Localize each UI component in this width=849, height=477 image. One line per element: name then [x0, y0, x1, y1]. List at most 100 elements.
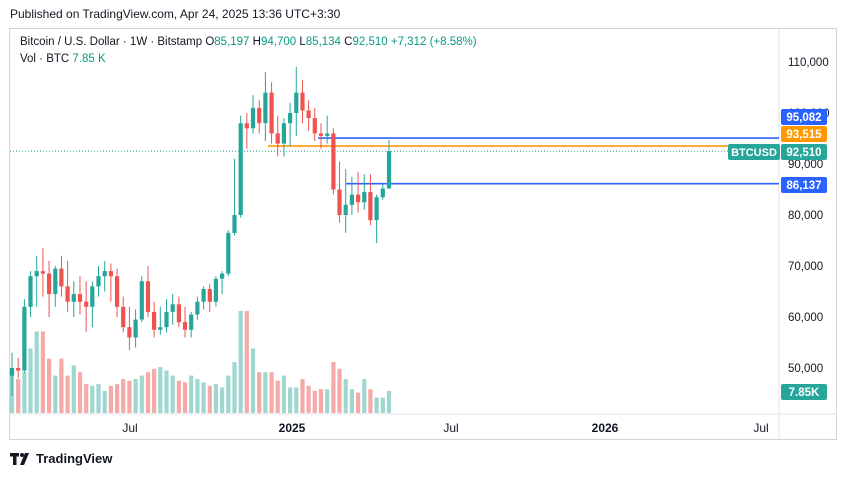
symbol-legend[interactable]: Bitcoin / U.S. Dollar · 1W · Bitstamp O8… — [20, 36, 477, 48]
candle-body[interactable] — [201, 289, 206, 302]
candle-body[interactable] — [28, 276, 33, 307]
candle-body[interactable] — [9, 368, 15, 376]
tradingview-logo-icon — [10, 452, 32, 466]
candle-body[interactable] — [115, 276, 120, 307]
candle-body[interactable] — [195, 301, 200, 315]
candle-body[interactable] — [34, 271, 39, 277]
volume-bar — [207, 385, 212, 413]
candle-body[interactable] — [65, 286, 70, 302]
candle-body[interactable] — [288, 113, 293, 124]
volume-bar — [374, 397, 379, 413]
x-axis-tick-label: 2026 — [592, 421, 619, 435]
candle-body[interactable] — [121, 306, 126, 328]
volume-bar — [16, 379, 21, 413]
candle-body[interactable] — [232, 215, 237, 233]
volume-bar — [269, 372, 274, 413]
volume-bar — [182, 382, 188, 413]
y-axis-tick-label: 80,000 — [788, 210, 823, 222]
volume-bar — [380, 397, 385, 413]
volume-bar — [34, 331, 39, 413]
candle-body[interactable] — [275, 133, 280, 144]
candle-body[interactable] — [244, 123, 249, 129]
footer-brand[interactable]: TradingView — [10, 451, 112, 466]
candle-body[interactable] — [189, 314, 194, 330]
candle-body[interactable] — [220, 273, 225, 279]
published-caption: Published on TradingView.com, Apr 24, 20… — [10, 7, 341, 21]
candle-body[interactable] — [84, 301, 89, 307]
y-axis-tick-label: 50,000 — [788, 363, 823, 375]
candle-body[interactable] — [22, 306, 27, 371]
candle-body[interactable] — [102, 271, 107, 277]
volume-bar — [331, 362, 336, 413]
candle-body[interactable] — [145, 281, 151, 312]
candle-body[interactable] — [127, 327, 132, 338]
candle-body[interactable] — [176, 304, 181, 323]
candle-body[interactable] — [71, 294, 76, 302]
candle-body[interactable] — [343, 204, 348, 215]
candle-body[interactable] — [356, 194, 361, 203]
candle-body[interactable] — [164, 311, 169, 328]
candle-body[interactable] — [213, 278, 218, 302]
candle-body[interactable] — [77, 294, 83, 302]
high-label: H — [252, 36, 261, 48]
candle-body[interactable] — [380, 188, 385, 198]
candle-body[interactable] — [300, 92, 305, 111]
volume-value: 7.85 K — [72, 53, 106, 65]
y-axis-tick-label: 70,000 — [788, 261, 823, 273]
candle-body[interactable] — [306, 110, 311, 119]
volume-bar — [164, 370, 169, 413]
candle-body[interactable] — [331, 133, 336, 190]
volume-bar — [189, 375, 194, 413]
candle-body[interactable] — [40, 271, 45, 274]
volume-bar — [312, 390, 317, 413]
candle-body[interactable] — [368, 192, 373, 221]
chart-frame[interactable] — [9, 28, 837, 440]
volume-bar — [96, 384, 101, 413]
volume-bar — [195, 379, 200, 413]
candle-body[interactable] — [158, 327, 163, 330]
candle-body[interactable] — [16, 368, 21, 371]
candle-body[interactable] — [238, 123, 243, 215]
candle-body[interactable] — [263, 92, 268, 124]
candle-body[interactable] — [281, 123, 286, 144]
candle-body[interactable] — [47, 273, 52, 294]
candle-body[interactable] — [152, 311, 157, 330]
candle-body[interactable] — [294, 92, 299, 113]
candle-body[interactable] — [170, 304, 175, 312]
volume-bar — [145, 372, 151, 413]
candle-body[interactable] — [362, 192, 367, 203]
candle-body[interactable] — [108, 271, 113, 277]
volume-bar — [368, 389, 373, 413]
volume-bar — [170, 375, 175, 413]
candle-body[interactable] — [133, 319, 138, 338]
candle-body[interactable] — [53, 268, 58, 295]
candle-body[interactable] — [96, 276, 101, 287]
open-label: O — [205, 36, 215, 48]
lower-line-price-tag — [781, 177, 827, 193]
volume-bar — [77, 372, 83, 413]
candle-body[interactable] — [269, 92, 274, 134]
upper-line-price-tag — [781, 109, 827, 125]
candle-body[interactable] — [318, 133, 324, 136]
orange-line-price-tag-text: 93,515 — [786, 129, 822, 141]
candle-body[interactable] — [59, 268, 64, 287]
candle-body[interactable] — [374, 197, 379, 221]
candle-body[interactable] — [139, 281, 144, 320]
volume-legend[interactable]: Vol · BTC 7.85 K — [20, 53, 106, 65]
candle-body[interactable] — [250, 107, 256, 129]
candle-body[interactable] — [312, 118, 317, 134]
candle-body[interactable] — [182, 322, 188, 330]
candle-body[interactable] — [337, 189, 342, 216]
candle-body[interactable] — [325, 133, 330, 136]
change-value: +7,312 (+8.58%) — [390, 36, 477, 48]
candle-body[interactable] — [386, 151, 392, 189]
volume-bar — [244, 311, 249, 413]
candle-body[interactable] — [207, 289, 212, 302]
candle-body[interactable] — [349, 194, 354, 205]
candle-body[interactable] — [90, 286, 95, 307]
candle-body[interactable] — [257, 107, 262, 124]
volume-bar — [213, 384, 218, 413]
y-axis-tick-label: 60,000 — [788, 312, 823, 324]
candle-body[interactable] — [226, 232, 231, 274]
